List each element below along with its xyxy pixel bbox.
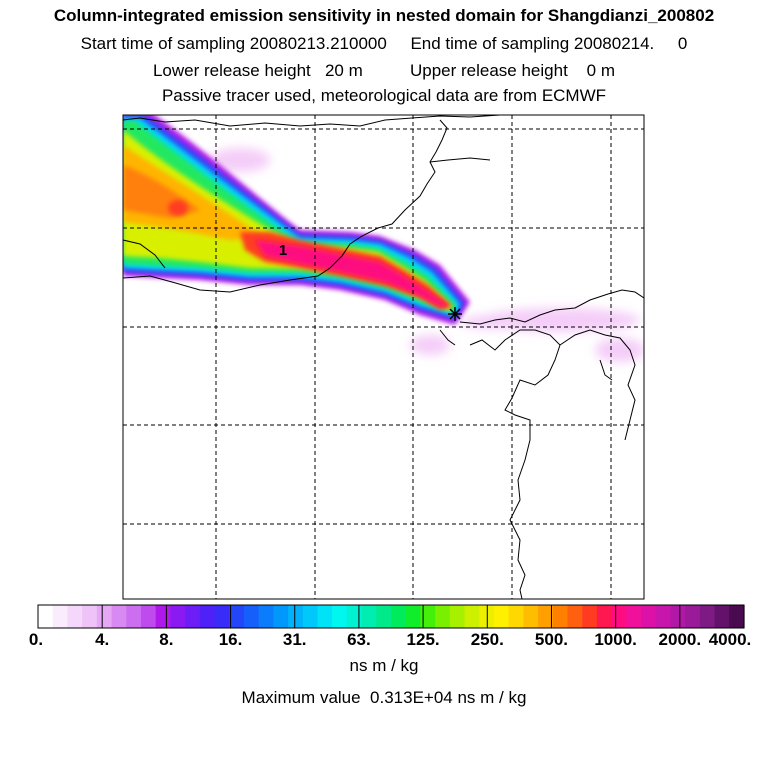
- faint-sensitivity-patches: [210, 148, 644, 362]
- peak-label: 1: [279, 242, 287, 259]
- colorbar-tick-label: 31.: [282, 630, 307, 649]
- tracer-info: Passive tracer used, meteorological data…: [161, 86, 607, 105]
- asterisk-icon: [448, 307, 462, 321]
- maximum-value: Maximum value 0.313E+04 ns m / kg: [241, 688, 527, 707]
- colorbar-tick-label: 500.: [534, 630, 568, 649]
- sampling-times: Start time of sampling 20080213.210000 E…: [80, 34, 688, 53]
- plot-title: Column-integrated emission sensitivity i…: [53, 6, 715, 25]
- emission-plume: [123, 115, 470, 325]
- release-heights: Lower release height 20 m Upper release …: [152, 61, 616, 80]
- colorbar-tick-label: 16.: [218, 630, 243, 649]
- lat-lon-grid: [123, 115, 644, 599]
- colorbar-tick-label: 63.: [347, 630, 371, 649]
- colorbar-tick-label: 2000.: [658, 630, 702, 649]
- colorbar-tick-label: 4000.: [708, 630, 752, 649]
- colorbar-tick-label: 4.: [95, 630, 110, 649]
- colorbar-tick-label: 250.: [470, 630, 504, 649]
- country-borders: [123, 115, 644, 599]
- colorbar-tick-label: 125.: [406, 630, 440, 649]
- sensitivity-map: 1: [122, 114, 645, 600]
- map-frame: [122, 114, 645, 600]
- colorbar-tick-label: 8.: [159, 630, 174, 649]
- colorbar-tick-label: 1000.: [594, 630, 637, 649]
- colorbar-units: ns m / kg: [349, 656, 419, 675]
- colorbar-tick-label: 0.: [28, 630, 44, 649]
